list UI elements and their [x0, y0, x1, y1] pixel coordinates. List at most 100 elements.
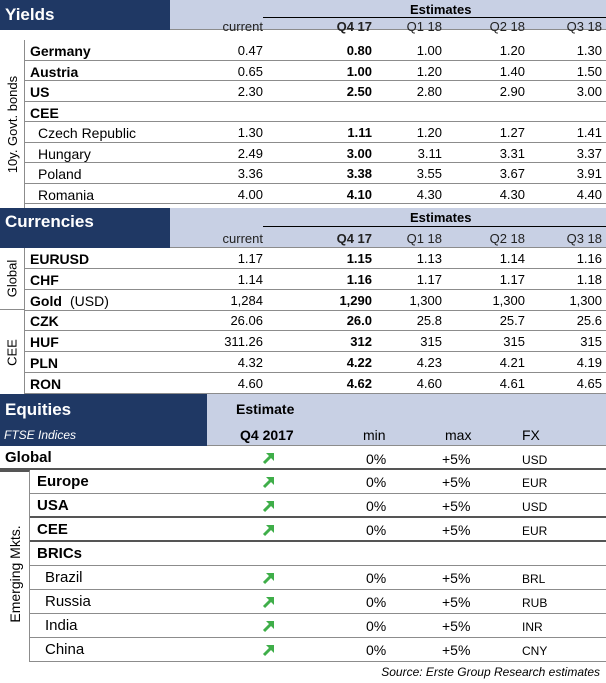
equity-brics-row [30, 542, 606, 566]
yield-romania-value: 4.00 [237, 186, 263, 202]
fx-ron-row [25, 373, 606, 394]
equity-china-label: China [45, 641, 85, 658]
up-right-arrow-icon [262, 453, 274, 465]
fx-pln-value: 4.19 [576, 355, 602, 370]
yield-austria-value: 1.00 [346, 63, 372, 79]
yield-hungary-value: 3.37 [576, 145, 602, 161]
currencies-global-label: Global [4, 259, 20, 298]
fx-eurusd-value: 1.13 [416, 251, 442, 266]
fx-ron-label: RON [30, 376, 62, 392]
currencies-estimates-line [263, 226, 606, 227]
up-right-arrow-icon [262, 621, 274, 633]
fx-czk-value: 25.6 [576, 313, 602, 328]
currencies-cee-side [0, 310, 25, 394]
equities-subtitle: FTSE Indices [4, 428, 77, 442]
fx-huf-value: 311.26 [224, 334, 263, 349]
equities-global-label: Global [5, 449, 52, 466]
yield-romania-value: 4.30 [416, 186, 442, 202]
yield-romania-label: Romania [38, 186, 95, 203]
equities-header: Equities FTSE Indices [0, 394, 207, 446]
yield-hungary-row [25, 143, 606, 163]
yield-czech-republic-value: 1.20 [416, 125, 442, 140]
fx-chf-value: 1.14 [237, 272, 263, 287]
equity-china-max: +5% [442, 642, 471, 658]
yield-romania-value: 4.10 [346, 186, 372, 202]
yield-us-row [25, 81, 606, 102]
currencies-global-side [0, 248, 25, 310]
yield-poland-value: 3.38 [346, 166, 372, 181]
equity-europe-fx: EUR [522, 476, 548, 490]
yields-estimates-label: Estimates [410, 2, 472, 17]
fx-ron-value: 4.62 [346, 376, 372, 391]
yield-germany-value: 0.47 [237, 43, 263, 58]
fx-chf-value: 1.18 [576, 272, 602, 287]
fx-huf-row [25, 331, 606, 352]
fx-pln-value: 4.22 [346, 355, 372, 370]
yields-col-q3: Q3 18 [566, 19, 602, 34]
equity-usa-label: USA [37, 497, 69, 514]
fx-pln-value: 4.32 [237, 355, 263, 370]
fx-czk-label: CZK [30, 313, 59, 329]
fx-pln-value: 4.21 [499, 355, 525, 370]
up-right-arrow-icon [262, 501, 274, 513]
yield-czech-republic-value: 1.11 [347, 125, 372, 140]
equity-europe-max: +5% [442, 474, 471, 490]
equity-brazil-max: +5% [442, 570, 471, 586]
yield-germany-label: Germany [30, 43, 91, 59]
yield-poland-value: 3.91 [576, 166, 602, 181]
fx-ron-value: 4.61 [499, 376, 525, 391]
equity-usa-row [30, 494, 606, 518]
equity-russia-row [30, 590, 606, 614]
yield-austria-value: 1.40 [499, 63, 525, 79]
equity-europe-min: 0% [366, 474, 387, 490]
equity-brics-label: BRICs [37, 545, 83, 562]
equities-global-max: +5% [442, 451, 471, 467]
yield-czech-republic-row [25, 122, 606, 143]
yield-germany-value: 0.80 [346, 43, 372, 58]
yield-cee-group-label: CEE [30, 104, 59, 121]
yield-poland-label: Poland [38, 166, 82, 182]
currencies-col-q4: Q4 17 [336, 231, 372, 246]
equity-brazil-fx: BRL [522, 572, 546, 586]
equity-india-label: India [45, 617, 78, 634]
equity-russia-min: 0% [366, 594, 387, 610]
equity-russia-max: +5% [442, 594, 471, 610]
yield-us-value: 2.30 [237, 84, 263, 99]
equity-europe-label: Europe [37, 473, 89, 490]
equity-china-fx: CNY [522, 644, 548, 658]
yield-us-value: 2.90 [499, 84, 525, 99]
yield-czech-republic-value: 1.41 [576, 125, 602, 140]
equity-usa-fx: USD [522, 500, 548, 514]
fx-gold-value: 1,284 [230, 293, 263, 308]
equity-usa-max: +5% [442, 498, 471, 514]
yield-czech-republic-label: Czech Republic [38, 125, 137, 141]
equity-brazil-min: 0% [366, 570, 387, 586]
fx-huf-value: 315 [503, 334, 525, 349]
fx-gold-value: 1,300 [492, 293, 525, 308]
fx-ron-value: 4.60 [416, 376, 442, 391]
currencies-cee-label: CEE [4, 339, 20, 366]
fx-gold-value: 1,300 [569, 293, 602, 308]
fx-pln-label: PLN [30, 355, 58, 371]
up-right-arrow-icon [262, 525, 274, 537]
fx-gold-label: Gold [30, 293, 62, 309]
fx-huf-value: 315 [580, 334, 602, 349]
fx-eurusd-label: EURUSD [30, 251, 90, 267]
fx-czk-row [25, 310, 606, 331]
yield-germany-value: 1.00 [416, 43, 442, 58]
fx-gold-label-suffix: (USD) [70, 293, 109, 309]
fx-czk-value: 25.8 [416, 313, 442, 328]
yield-germany-value: 1.20 [499, 43, 525, 58]
equity-usa-min: 0% [366, 498, 387, 514]
equities-col-max: max [445, 427, 472, 443]
yield-poland-value: 3.36 [237, 166, 263, 181]
yield-poland-value: 3.67 [499, 166, 525, 181]
fx-gold-row [25, 290, 606, 311]
fx-chf-value: 1.17 [416, 272, 442, 287]
yield-hungary-value: 3.00 [346, 145, 372, 161]
up-right-arrow-icon [262, 597, 274, 609]
up-right-arrow-icon [262, 573, 274, 585]
fx-ron-value: 4.65 [576, 376, 602, 391]
equities-header-band [207, 394, 606, 446]
equity-cee-row [30, 518, 606, 542]
